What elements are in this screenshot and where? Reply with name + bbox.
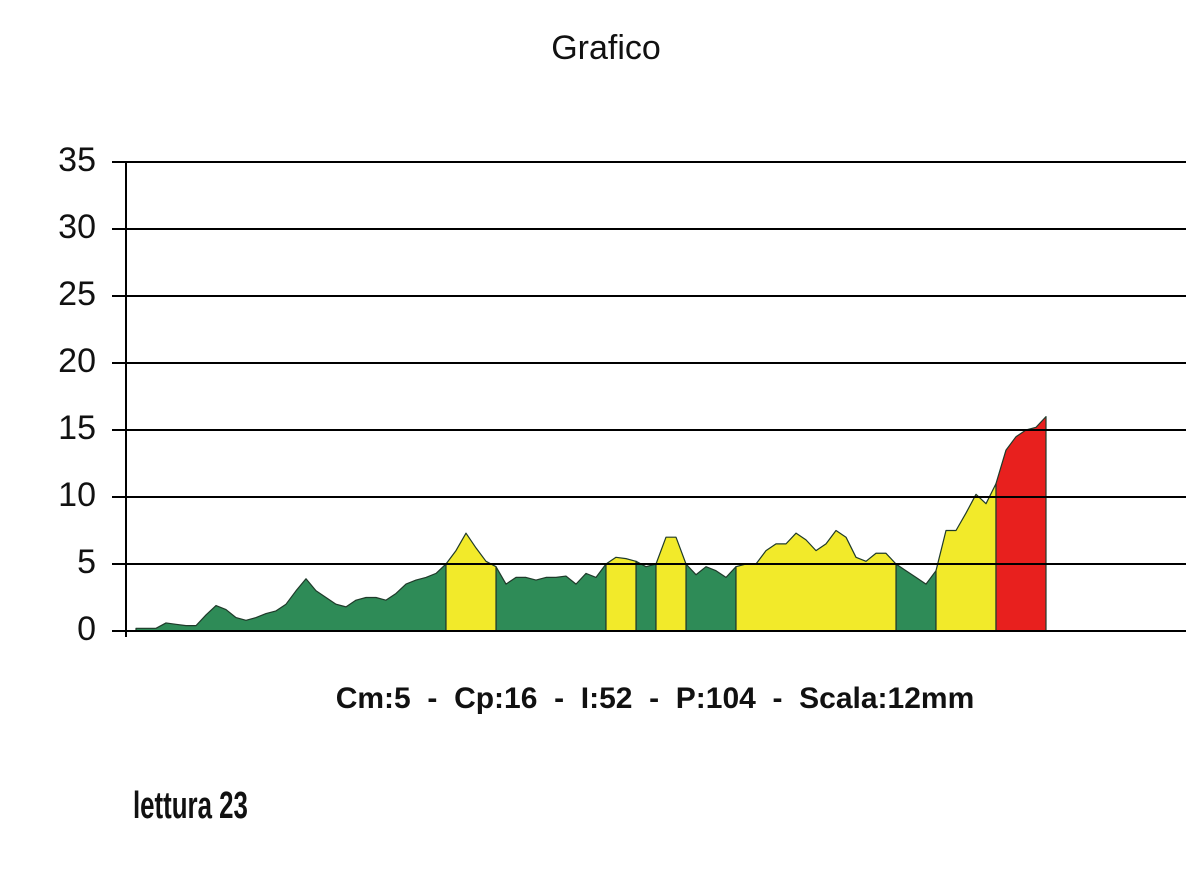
y-tick-label: 25 — [58, 275, 96, 313]
plot-area — [135, 416, 1047, 632]
y-tick-label: 5 — [77, 543, 96, 581]
chart-title: Grafico — [551, 29, 661, 67]
y-tick-label: 35 — [58, 141, 96, 179]
y-tick-label: 10 — [58, 476, 96, 514]
area — [445, 483, 997, 632]
area — [995, 416, 1047, 632]
y-tick-label: 0 — [77, 610, 96, 648]
y-tick-label: 20 — [58, 342, 96, 380]
note: lettura 23 — [133, 784, 248, 826]
y-tick-label: 30 — [58, 208, 96, 246]
caption: Cm:5 - Cp:16 - I:52 - P:104 - Scala:12mm — [336, 682, 975, 715]
y-tick-label: 15 — [58, 409, 96, 447]
